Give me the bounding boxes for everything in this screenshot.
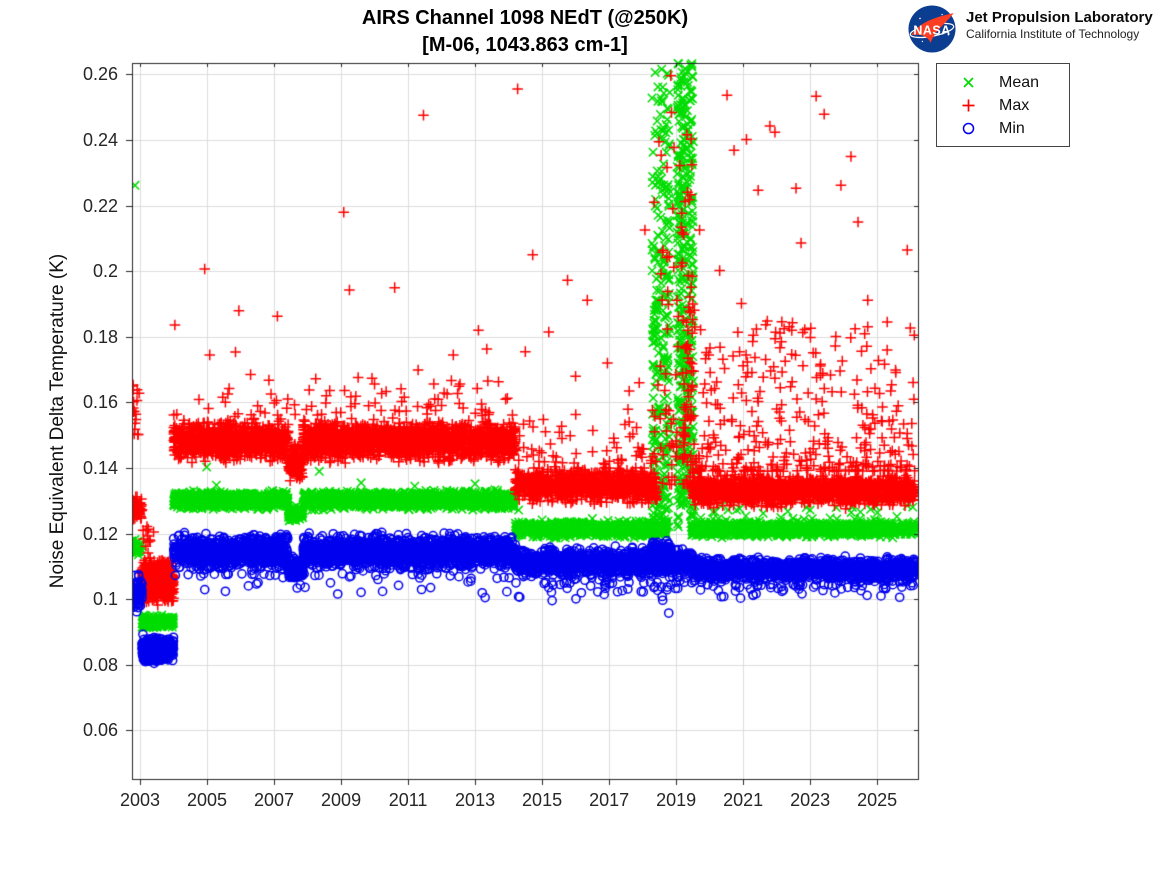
x-tick-label: 2025	[857, 790, 898, 810]
x-tick-label: 2017	[589, 790, 630, 810]
x-tick-label: 2013	[455, 790, 496, 810]
x-tick-label: 2007	[254, 790, 295, 810]
nasa-logo-text: NASA	[913, 23, 950, 37]
jpl-name: Jet Propulsion Laboratory	[966, 9, 1153, 26]
y-tick-label: 0.18	[82, 326, 118, 347]
mean-x-marker-icon	[951, 75, 985, 90]
x-tick-label: 2023	[790, 790, 831, 810]
x-tick-label: 2005	[187, 790, 228, 810]
min-circle-marker-icon	[951, 121, 985, 136]
jpl-subtitle: California Institute of Technology	[966, 27, 1140, 41]
y-tick-label: 0.26	[82, 64, 118, 85]
legend-item-max: Max	[937, 94, 1069, 117]
y-tick-label: 0.16	[82, 392, 118, 413]
y-tick-label: 0.14	[82, 458, 118, 479]
nasa-meatball-icon: NASA	[908, 5, 956, 53]
legend-label-max: Max	[999, 96, 1030, 114]
y-tick-label: 0.2	[92, 261, 118, 282]
x-tick-label: 2009	[321, 790, 362, 810]
max-plus-marker-icon	[951, 98, 985, 113]
legend-label-mean: Mean	[999, 73, 1040, 91]
x-tick-label: 2015	[522, 790, 563, 810]
x-tick-label: 2011	[388, 790, 428, 810]
x-tick-label: 2003	[120, 790, 161, 810]
chart-title-line1: AIRS Channel 1098 NEdT (@250K)	[361, 7, 689, 29]
x-tick-label: 2021	[723, 790, 764, 810]
y-tick-label: 0.22	[82, 195, 118, 216]
chart-title-line2: [M-06, 1043.863 cm-1]	[422, 34, 628, 56]
jpl-text-block: Jet Propulsion Laboratory California Ins…	[966, 9, 1153, 42]
legend-item-min: Min	[937, 117, 1069, 140]
x-tick-label: 2019	[656, 790, 697, 810]
legend-label-min: Min	[999, 119, 1025, 137]
y-tick-label: 0.06	[82, 720, 118, 741]
y-tick-label: 0.08	[82, 654, 118, 675]
y-tick-label: 0.12	[82, 523, 118, 544]
legend: Mean Max Min	[936, 63, 1070, 147]
y-tick-label: 0.24	[82, 130, 118, 151]
jpl-logo-block: NASA Jet Propulsion Laboratory Californi…	[908, 5, 1163, 55]
chart-title: AIRS Channel 1098 NEdT (@250K) [M-06, 10…	[132, 5, 918, 59]
legend-item-mean: Mean	[937, 71, 1069, 94]
y-tick-label: 0.1	[92, 589, 118, 610]
